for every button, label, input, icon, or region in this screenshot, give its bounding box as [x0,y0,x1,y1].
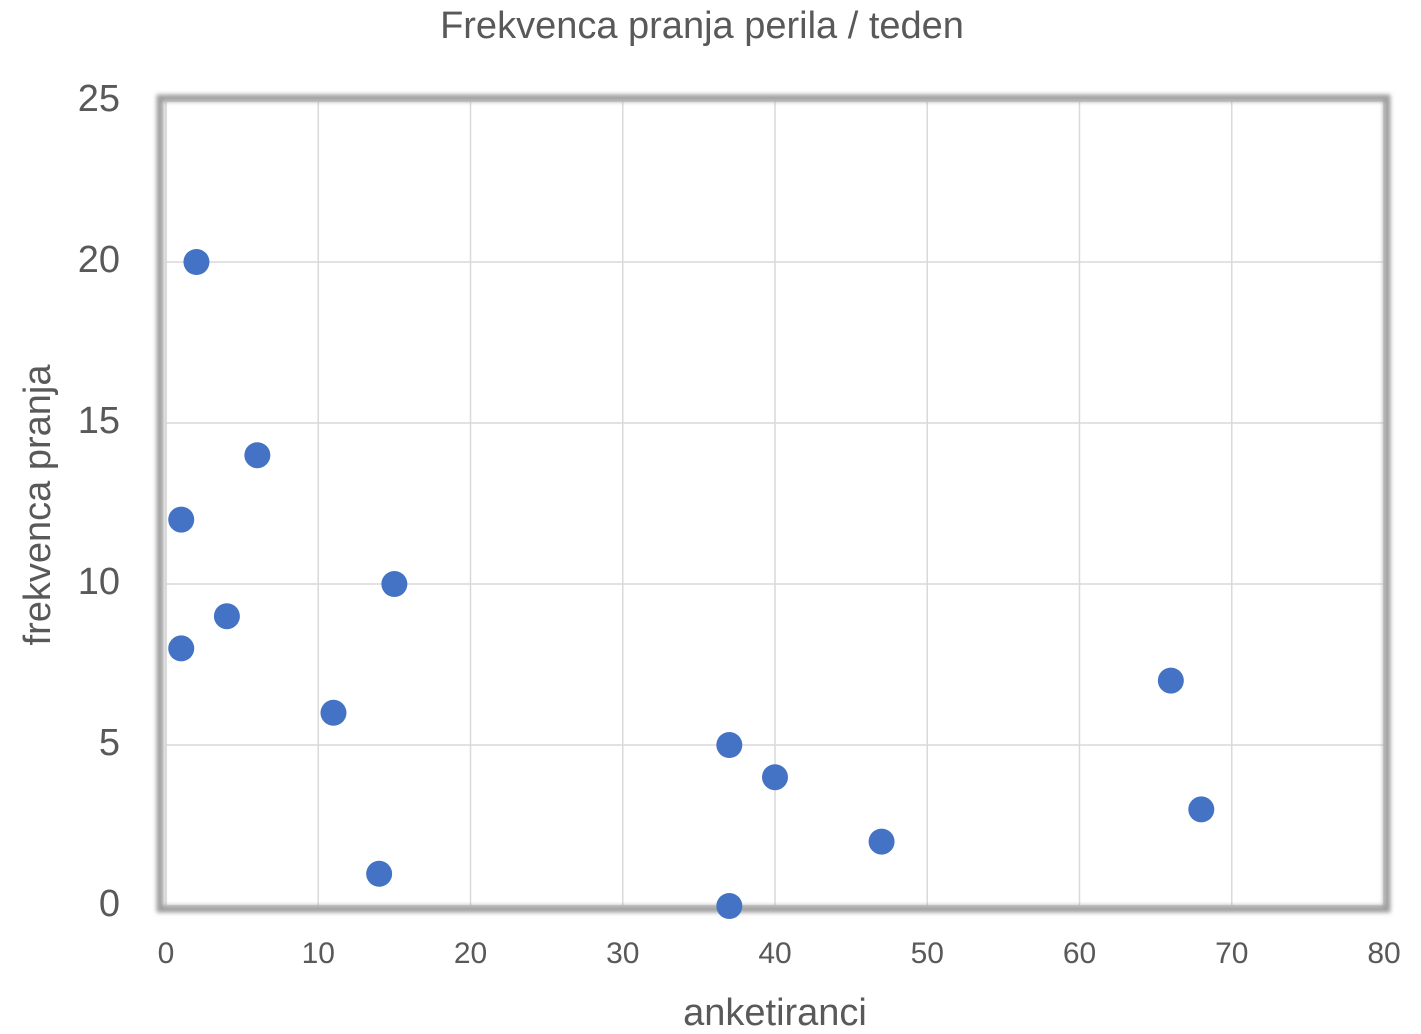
x-tick-label: 30 [606,937,639,970]
point [213,603,240,630]
point [244,442,271,469]
x-tick-label: 50 [911,937,944,970]
marks [168,249,1215,919]
y-tick-label: 25 [78,78,120,120]
point [381,571,408,597]
y-tick-label: 5 [99,722,120,764]
point [168,506,195,533]
point [762,764,788,791]
point [868,828,895,855]
point [320,699,347,726]
y-axis-label: frekvenca pranja [17,364,59,646]
x-tick-label: 10 [302,937,335,970]
point [168,635,195,662]
y-tick-label: 10 [78,561,120,603]
x-tick-label: 40 [758,937,791,970]
point [183,249,210,275]
plot-frame [156,94,1391,913]
x-tick-label: 20 [454,937,487,970]
y-tick-label: 20 [78,239,120,281]
point [366,860,393,887]
point [1157,667,1184,694]
x-axis-label: anketiranci [683,992,867,1034]
chart-title: Frekvenca pranja perila / teden [440,5,964,47]
x-tick-label: 0 [158,937,175,970]
y-tick-label: 0 [99,883,120,925]
x-tick-label: 70 [1215,937,1248,970]
y-tick-label: 15 [78,400,120,442]
point [716,732,743,758]
x-tick-label: 60 [1063,937,1096,970]
x-tick-label: 80 [1367,937,1400,970]
point [716,893,743,919]
point [1188,796,1215,823]
